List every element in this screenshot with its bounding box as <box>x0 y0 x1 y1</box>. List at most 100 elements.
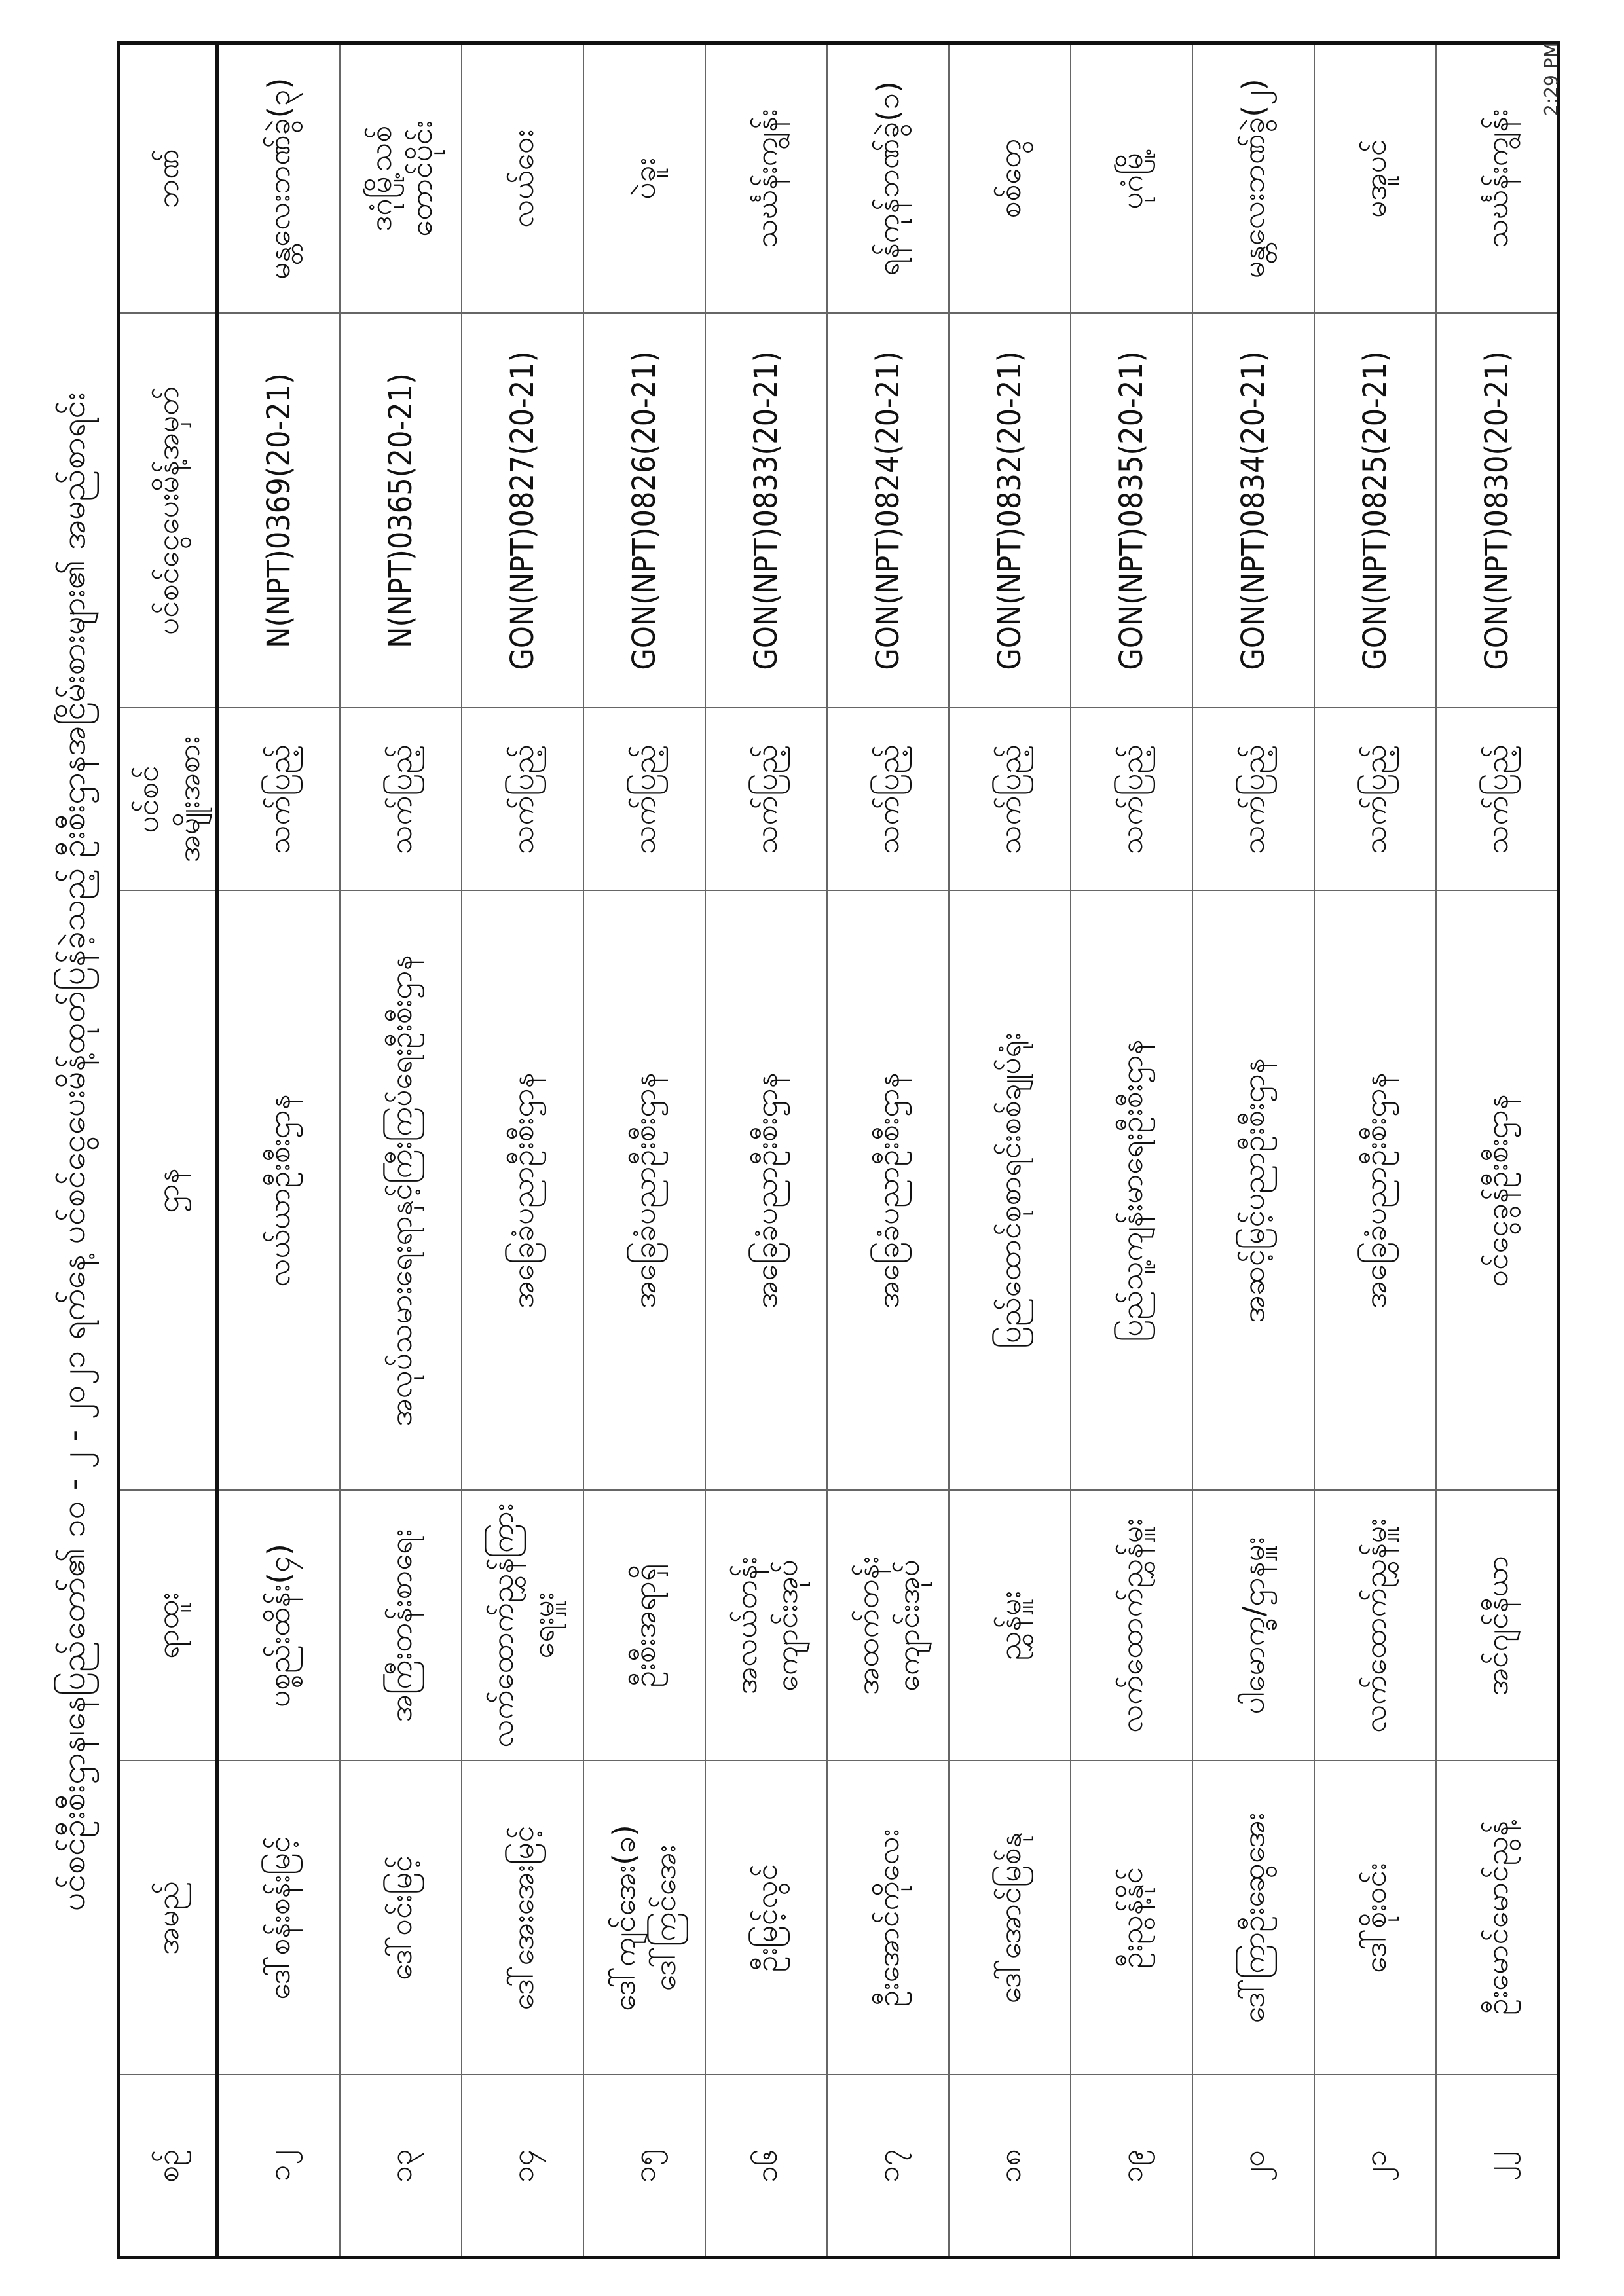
cell-department: ပြည်ထောင်စုစာရင်းစစ်ချုပ်ရုံး <box>949 890 1071 1491</box>
table-body: ၁၂ ဒေါ်စန်းစန်းမြင့် ပစ္စည်းထိန်း(၄) လယ်ယာဦ… <box>217 43 1559 2258</box>
cell-department: အခြေခံပညာဦးစီးဌာန <box>705 890 827 1491</box>
cell-bank: သင်္ဃန်းကျွန်း <box>705 43 827 314</box>
cell-pension-type: သက်ပြည့် <box>583 708 705 891</box>
cell-bank: စစ်တွေ <box>949 43 1071 314</box>
table-row: ၁၉ ဦးညွန့်နိုင် လက်ထောက်ညွှန်မှူး ပြည်သူ့ကျ… <box>1071 43 1192 2258</box>
cell-department: အခြေခံပညာဦးစီးဌာန <box>462 890 583 1491</box>
cell-department: ပြည်သူ့ကျန်းမာရေးဦးစီးဌာန <box>1071 890 1192 1491</box>
cell-bank: မအူပင် <box>1314 43 1436 314</box>
header-name: အမည် <box>119 1760 217 2075</box>
cell-name: ဒေါ်စိုးဝင်း <box>1314 1760 1436 2075</box>
table-row: ၁၂ ဒေါ်စန်းစန်းမြင့် ပစ္စည်းထိန်း(၄) လယ်ယာဦ… <box>217 43 340 2258</box>
cell-bank: မန္တလေးဘဏ်ခွဲ(၃) <box>217 43 340 314</box>
header-rank: ရာထူး <box>119 1490 217 1761</box>
cell-name: ဒေါ်ကျင်အေး(ခ) ဒေါ်ကြင်အေး <box>583 1760 705 2075</box>
cell-name: ဒေါ်စန်းစန်းမြင့် <box>217 1760 340 2075</box>
cell-pension-order-number: GON(NPT)0830(20-21) <box>1436 313 1559 708</box>
cell-serial: ၁၄ <box>462 2075 583 2258</box>
cell-bank: လယ်ဝေး <box>462 43 583 314</box>
cell-pension-type: သက်ပြည့် <box>827 708 949 891</box>
cell-pension-type: သက်ပြည့် <box>1192 708 1314 891</box>
header-pension-order-number: ပင်စင်ငွေပေးမိန့်အမှတ် <box>119 313 217 708</box>
cell-pension-type: သက်ပြည့် <box>340 708 462 891</box>
cell-department: အလုပ်သမားရေးရာနှင့်ကြီးကြပ်ရေးဦးစီးဌာန <box>340 890 462 1491</box>
cell-pension-order-number: GON(NPT)0824(20-21) <box>827 313 949 708</box>
cell-pension-type: သက်ပြည့် <box>1436 708 1559 891</box>
cell-department: အခြေခံပညာဦးစီးဌာန <box>827 890 949 1491</box>
cell-rank: လက်ထောက်ညွှန်မှူး <box>1314 1490 1436 1761</box>
table-row: ၁၅ ဒေါ်ကျင်အေး(ခ) ဒေါ်ကြင်အေး ဦးစီးအရာရှိအ… <box>583 43 705 2258</box>
cell-name: ဦးအောင်ကိုလေး <box>827 1760 949 2075</box>
cell-rank: ပစ္စည်းထိန်း(၄) <box>217 1490 340 1761</box>
cell-serial: ၂၁ <box>1314 2075 1436 2258</box>
cell-name: ဒေါ်အောင်မြစ်နု <box>949 1760 1071 2075</box>
timestamp: 2:29 PM <box>1540 42 1562 116</box>
header-pension-type: ပင်စင် အမျိုးအစား <box>119 708 217 891</box>
cell-serial: ၁၆ <box>705 2075 827 2258</box>
cell-name: ဒေါ်အေးအေးမြင့် <box>462 1760 583 2075</box>
table-row: ၂၂ ဦးမောင်မောင်ညွန့် အင်ဂျင်နီယာ ဝင်ငွေခွန်… <box>1436 43 1559 2258</box>
cell-pension-type: သက်ပြည့် <box>1071 708 1192 891</box>
cell-name: ဒေါ်ကြာဦးဆွေအေး <box>1192 1760 1314 2075</box>
table-row: ၂၁ ဒေါ်စိုးဝင်း လက်ထောက်ညွှန်မှူး အခြေခံပညာ… <box>1314 43 1436 2258</box>
header-serial: စဉ် <box>119 2075 217 2258</box>
cell-pension-order-number: N(NPT)0365(20-21) <box>340 313 462 708</box>
cell-pension-order-number: GON(NPT)0826(20-21) <box>583 313 705 708</box>
cell-pension-order-number: GON(NPT)0825(20-21) <box>1314 313 1436 708</box>
cell-name: ဦးညွန့်နိုင် <box>1071 1760 1192 2075</box>
table-row: ၁၆ ဦးမြင့်လွင် အလယ်တန်း ကျောင်းအုပ် အခြေခံပ… <box>705 43 827 2258</box>
header-department: ဌာန <box>119 890 217 1491</box>
document-title: ပင်စင်ဦးစီးဌာန၊နေပြည်တော်၏ ၁၀ - ၂ - ၂၀၂၁… <box>54 392 92 1911</box>
cell-rank: ပါမောက္ခ/ဌာနမှူး <box>1192 1490 1314 1761</box>
cell-department: ဝင်ငွေခွန်ဦးစီးဌာန <box>1436 890 1559 1491</box>
cell-bank: ဒဂုံမြို့သစ် တောင်ပိုင်း <box>340 43 462 314</box>
cell-pension-order-number: N(NPT)0369(20-21) <box>217 313 340 708</box>
pension-table: စဉ် အမည် ရာထူး ဌာန ပင်စင် အမျိုးအစား ပင်စင်ငွ… <box>117 41 1560 2259</box>
cell-pension-type: သက်ပြည့် <box>705 708 827 891</box>
cell-department: အခြေခံပညာဦးစီးဌာန <box>583 890 705 1491</box>
cell-serial: ၁၃ <box>340 2075 462 2258</box>
table-row: ၁၄ ဒေါ်အေးအေးမြင့် လက်ထောက်ညွှန်ကြားရေးမှူ… <box>462 43 583 2258</box>
cell-rank: အင်ဂျင်နီယာ <box>1436 1490 1559 1761</box>
cell-rank: အလယ်တန်း ကျောင်းအုပ် <box>705 1490 827 1761</box>
cell-pension-order-number: GON(NPT)0827(20-21) <box>462 313 583 708</box>
cell-department: လယ်ယာဦးစီးဌာန <box>217 890 340 1491</box>
cell-pension-order-number: GON(NPT)0833(20-21) <box>705 313 827 708</box>
cell-department: အခြေခံပညာဦးစီးဌာန <box>1314 890 1436 1491</box>
cell-rank: လက်ထောက်ညွှန်ကြားရေးမှူး <box>462 1490 583 1761</box>
cell-pension-type: သက်ပြည့် <box>217 708 340 891</box>
cell-pension-type: သက်ပြည့် <box>1314 708 1436 891</box>
cell-serial: ၁၅ <box>583 2075 705 2258</box>
table-row: ၁၃ ဒေါ်ဝင်းမြင့် အကြီးတန်းစာရေး အလုပ်သမားရေ… <box>340 43 462 2258</box>
cell-name: ဦးမြင့်လွင် <box>705 1760 827 2075</box>
cell-serial: ၂၂ <box>1436 2075 1559 2258</box>
cell-serial: ၁၇ <box>827 2075 949 2258</box>
cell-serial: ၁၈ <box>949 2075 1071 2258</box>
table-row: ၁၈ ဒေါ်အောင်မြစ်နု ညွှန်မှူး ပြည်ထောင်စုစာရ… <box>949 43 1071 2258</box>
cell-serial: ၂၀ <box>1192 2075 1314 2258</box>
cell-department: အဆင့်မြင့်ပညာဦးစီးဌာန <box>1192 890 1314 1491</box>
cell-serial: ၁၂ <box>217 2075 340 2258</box>
cell-bank: ရန်ကုန်ဘဏ်ခွဲ(၁) <box>827 43 949 314</box>
table-row: ၁၇ ဦးအောင်ကိုလေး အထက်တန်း ကျောင်းအုပ် အခြေခ… <box>827 43 949 2258</box>
cell-rank: ဦးစီးအရာရှိ <box>583 1490 705 1761</box>
cell-bank: ပုဂံမြို့ <box>1071 43 1192 314</box>
table-header-row: စဉ် အမည် ရာထူး ဌာန ပင်စင် အမျိုးအစား ပင်စင်ငွ… <box>119 43 217 2258</box>
cell-bank: မန္တလေးဘဏ်ခွဲ(၂) <box>1192 43 1314 314</box>
cell-pension-order-number: GON(NPT)0834(20-21) <box>1192 313 1314 708</box>
table-row: ၂၀ ဒေါ်ကြာဦးဆွေအေး ပါမောက္ခ/ဌာနမှူး အဆင့်မြ… <box>1192 43 1314 2258</box>
cell-serial: ၁၉ <box>1071 2075 1192 2258</box>
cell-bank: ပဲခူး <box>583 43 705 314</box>
cell-rank: အထက်တန်း ကျောင်းအုပ် <box>827 1490 949 1761</box>
cell-rank: အကြီးတန်းစာရေး <box>340 1490 462 1761</box>
cell-pension-order-number: GON(NPT)0835(20-21) <box>1071 313 1192 708</box>
cell-name: ဒေါ်ဝင်းမြင့် <box>340 1760 462 2075</box>
cell-pension-order-number: GON(NPT)0832(20-21) <box>949 313 1071 708</box>
cell-pension-type: သက်ပြည့် <box>949 708 1071 891</box>
cell-rank: ညွှန်မှူး <box>949 1490 1071 1761</box>
cell-pension-type: သက်ပြည့် <box>462 708 583 891</box>
cell-name: ဦးမောင်မောင်ညွန့် <box>1436 1760 1559 2075</box>
cell-rank: လက်ထောက်ညွှန်မှူး <box>1071 1490 1192 1761</box>
header-bank: ဘဏ် <box>119 43 217 314</box>
